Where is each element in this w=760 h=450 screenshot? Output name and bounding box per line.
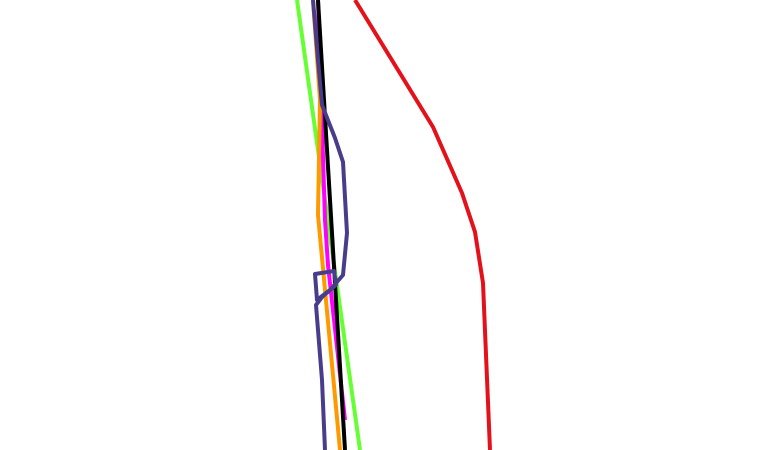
line-trace [295,0,362,450]
line-trace [353,0,492,450]
line-trace [316,0,347,450]
line-trace [311,0,349,450]
